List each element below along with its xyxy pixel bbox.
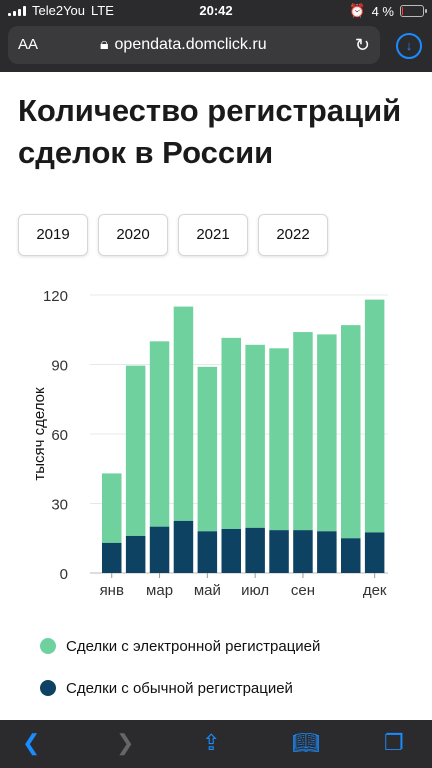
battery-icon bbox=[400, 5, 427, 17]
x-tick-label: сен bbox=[291, 582, 315, 599]
battery-fill bbox=[402, 7, 403, 15]
legend-dot-regular bbox=[40, 680, 56, 696]
bar-electronic-дек bbox=[364, 299, 385, 533]
status-bar: Tele2You LTE 20:42 ⏰ 4 % bbox=[0, 0, 432, 22]
bar-regular-авг bbox=[269, 530, 289, 573]
bar-electronic-апр bbox=[173, 306, 194, 521]
tabs-icon[interactable]: ❐ bbox=[384, 730, 404, 755]
bar-electronic-сен bbox=[293, 332, 313, 531]
y-tick-label: 60 bbox=[51, 427, 68, 444]
year-selector: 2019 2020 2021 2022 bbox=[18, 214, 328, 256]
bar-regular-окт bbox=[317, 531, 337, 573]
x-tick-label: июл bbox=[241, 582, 269, 599]
reader-view-button[interactable]: AA bbox=[18, 36, 39, 53]
y-tick-label: 30 bbox=[51, 497, 68, 514]
page-title: Количество регистраций сделок в России bbox=[18, 93, 402, 170]
y-tick-label: 90 bbox=[51, 358, 68, 375]
reload-icon[interactable]: ↻ bbox=[354, 35, 370, 55]
legend-item-electronic[interactable]: Сделки с электронной регистрацией bbox=[40, 636, 320, 656]
url-text: opendata.domclick.ru bbox=[114, 36, 267, 53]
bar-electronic-мар bbox=[149, 341, 170, 527]
bar-electronic-май bbox=[197, 366, 218, 532]
bar-electronic-фев bbox=[125, 365, 146, 536]
chart-legend: Сделки с электронной регистрацией Сделки… bbox=[40, 636, 320, 720]
bar-electronic-июл bbox=[245, 344, 265, 528]
year-button-2021[interactable]: 2021 bbox=[178, 214, 248, 256]
year-button-2020[interactable]: 2020 bbox=[98, 214, 168, 256]
x-tick-label: янв bbox=[100, 582, 124, 599]
back-icon[interactable]: ❮ bbox=[22, 730, 41, 755]
bar-electronic-авг bbox=[269, 348, 289, 531]
year-button-2019[interactable]: 2019 bbox=[18, 214, 88, 256]
lock-icon: 🔒︎ bbox=[100, 36, 109, 53]
signal-icon bbox=[8, 5, 26, 16]
bar-regular-сен bbox=[293, 530, 313, 573]
bar-regular-фев bbox=[125, 535, 146, 573]
bar-regular-янв bbox=[102, 542, 122, 573]
registrations-chart: 0 30 60 90 120 тысяч сделок янв мар май июл сен дек bbox=[31, 288, 388, 599]
carrier: Tele2You bbox=[32, 3, 86, 18]
bar-regular-май bbox=[197, 531, 218, 573]
address-bar[interactable]: AA 🔒︎ opendata.domclick.ru ↻ bbox=[8, 26, 380, 64]
legend-item-regular[interactable]: Сделки с обычной регистрацией bbox=[40, 678, 320, 698]
bookmarks-icon[interactable]: 📖︎ bbox=[292, 730, 320, 755]
bar-regular-июн bbox=[221, 528, 241, 573]
browser-toolbar: ❮ ❯ ⇪ 📖︎ ❐ bbox=[0, 720, 432, 768]
forward-icon[interactable]: ❯ bbox=[116, 730, 135, 755]
bar-regular-апр bbox=[173, 520, 194, 573]
year-button-2022[interactable]: 2022 bbox=[258, 214, 328, 256]
legend-label-regular: Сделки с обычной регистрацией bbox=[66, 679, 293, 697]
browser-chrome: Tele2You LTE 20:42 ⏰ 4 % AA 🔒︎ opendata.… bbox=[0, 0, 432, 72]
download-icon[interactable]: ↓ bbox=[396, 33, 422, 59]
legend-label-electronic: Сделки с электронной регистрацией bbox=[66, 637, 321, 655]
bar-regular-мар bbox=[149, 526, 170, 573]
bar-electronic-окт bbox=[317, 334, 337, 532]
x-tick-label: май bbox=[194, 582, 221, 599]
legend-dot-electronic bbox=[40, 638, 56, 654]
bar-regular-июл bbox=[245, 527, 265, 573]
share-icon[interactable]: ⇪ bbox=[202, 730, 221, 755]
bar-electronic-ноя bbox=[341, 325, 361, 539]
bar-regular-дек bbox=[364, 532, 385, 573]
battery-percent: 4 % bbox=[371, 3, 394, 19]
x-tick-label: дек bbox=[363, 582, 387, 599]
alarm-icon: ⏰ bbox=[349, 3, 366, 18]
network-type: LTE bbox=[91, 3, 114, 18]
bar-electronic-июн bbox=[221, 337, 241, 529]
y-tick-label: 120 bbox=[43, 288, 68, 305]
bar-electronic-янв bbox=[102, 473, 122, 543]
url-display[interactable]: 🔒︎ opendata.domclick.ru bbox=[100, 36, 267, 54]
clock: 20:42 bbox=[199, 3, 233, 18]
x-tick-label: мар bbox=[146, 582, 173, 599]
y-tick-label: 0 bbox=[60, 566, 68, 583]
y-axis-label: тысяч сделок bbox=[31, 387, 48, 481]
bar-regular-ноя bbox=[341, 538, 361, 573]
